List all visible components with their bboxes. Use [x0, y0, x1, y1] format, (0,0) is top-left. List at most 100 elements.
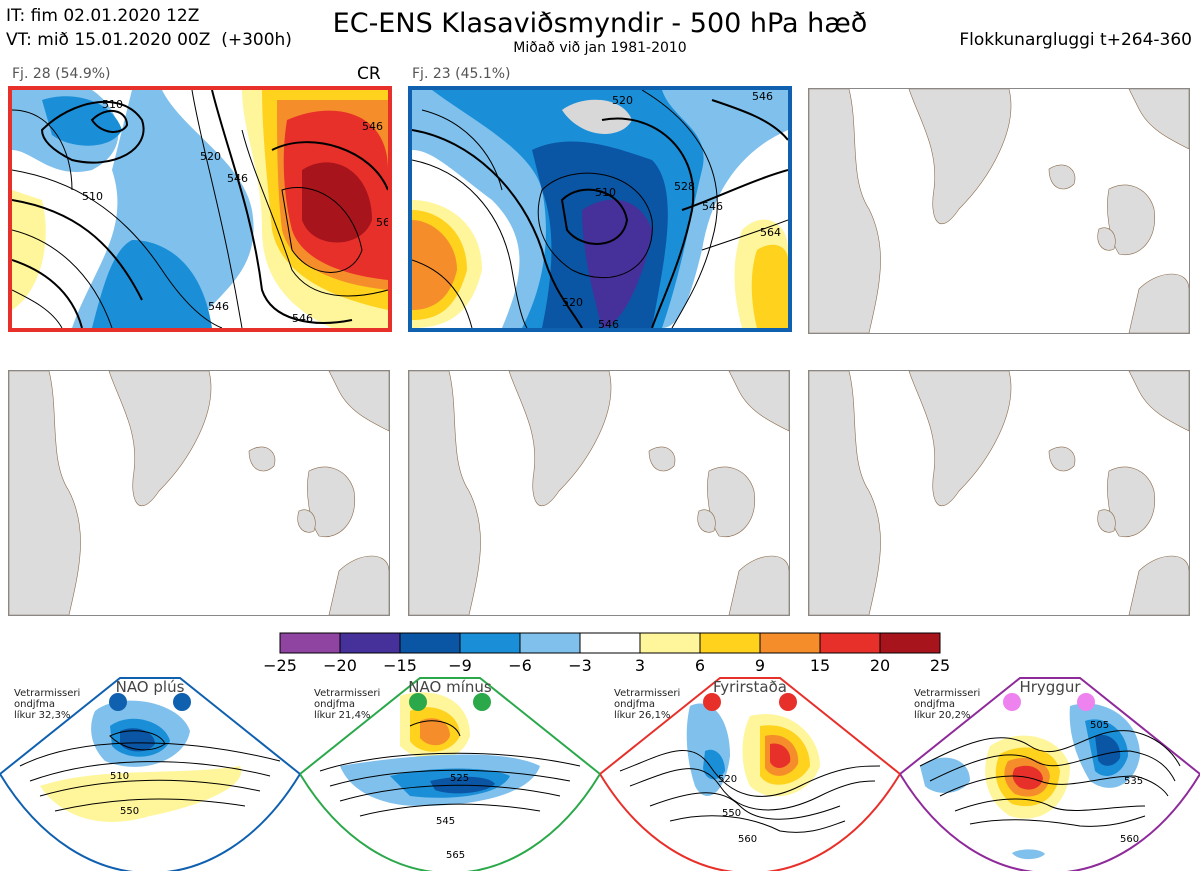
land-shape — [1107, 184, 1156, 256]
land-shape — [809, 371, 881, 615]
contour-label: 546 — [362, 120, 383, 133]
regime-note: Vetrarmisseri ondjfma líkur 26,1% — [614, 688, 681, 721]
contour-label: 546 — [208, 300, 229, 313]
colorbar-cell — [519, 632, 581, 654]
colorbar-tick-label: −20 — [323, 656, 357, 675]
contour-label: 510 — [595, 186, 616, 199]
empty-map-5 — [408, 370, 790, 616]
empty-map-3 — [808, 88, 1190, 334]
colorbar-cell — [819, 632, 881, 654]
colorbar-cell — [399, 632, 461, 654]
land-shape — [409, 371, 481, 615]
page-title: EC-ENS Klasaviðsmyndir - 500 hPa hæð — [332, 8, 868, 39]
colorbar-tick-label: −25 — [263, 656, 297, 675]
contour-label: 546 — [752, 90, 773, 103]
colorbar-tick-label: 6 — [694, 656, 706, 675]
valid-time: VT: mið 15.01.2020 00Z (+300h) — [6, 30, 292, 50]
contour-label: 550 — [120, 806, 139, 817]
contour-label: 520 — [562, 296, 583, 309]
land-shape — [728, 555, 789, 615]
land-shape — [908, 89, 1012, 224]
land-shape — [908, 371, 1012, 506]
land-shape — [648, 446, 676, 472]
land-shape — [508, 371, 612, 506]
colorbar-cell — [459, 632, 521, 654]
cluster-1-regime: CR — [357, 64, 381, 84]
colorbar-cell — [639, 632, 701, 654]
regime-blocking: 520 550 560 Fyrirstaða Vetrarmisseri ondj… — [598, 656, 902, 874]
land-shape — [108, 371, 212, 506]
regime-title: NAO plús — [115, 678, 185, 696]
contour-label: 564 — [760, 226, 781, 239]
contour-label: 546 — [702, 200, 723, 213]
colorbar-cell — [279, 632, 341, 654]
land-shape — [1128, 371, 1189, 432]
contour-label: 546 — [292, 312, 313, 325]
contour-label: 525 — [450, 773, 469, 784]
empty-map-4 — [8, 370, 390, 616]
land-shape — [1107, 466, 1156, 538]
land-shape — [307, 466, 356, 538]
contour-label: 510 — [102, 98, 123, 111]
regime-nao-plus: 510 550 NAO plús Vetrarmisseri ondjfma lík… — [0, 656, 302, 874]
land-shape — [1048, 164, 1076, 190]
land-shape — [1128, 89, 1189, 150]
empty-map-6 — [808, 370, 1190, 616]
contour-label: 560 — [738, 834, 757, 845]
contour-label: 545 — [436, 816, 455, 827]
regime-note: Vetrarmisseri ondjfma líkur 32,3% — [14, 688, 81, 721]
land-shape — [1048, 446, 1076, 472]
contour-label: 528 — [674, 180, 695, 193]
regime-note: Vetrarmisseri ondjfma líkur 21,4% — [314, 688, 381, 721]
colorbar-cell — [339, 632, 401, 654]
land-shape — [9, 371, 81, 615]
regime-title: NAO mínus — [408, 678, 492, 696]
run-info: IT: fim 02.01.2020 12Z VT: mið 15.01.2020… — [6, 4, 292, 52]
colorbar-cell — [699, 632, 761, 654]
colorbar-tick-label: −6 — [508, 656, 532, 675]
contour-label: 510 — [110, 771, 129, 782]
colorbar-tick-label: −15 — [383, 656, 417, 675]
land-shape — [1128, 555, 1189, 615]
land-shape — [248, 446, 276, 472]
colorbar — [279, 632, 941, 654]
contour-label: 564 — [376, 216, 388, 229]
colorbar-tick-label: 25 — [929, 656, 951, 675]
regime-title: Hryggur — [1019, 678, 1081, 696]
contour-label: 546 — [598, 318, 619, 328]
contour-label: 535 — [1124, 776, 1143, 787]
page-subtitle: Miðað við jan 1981-2010 — [513, 40, 687, 56]
regime-ridge: 505 535 560 Hryggur Vetrarmisseri ondjfma… — [898, 656, 1200, 874]
contour-label: 520 — [612, 94, 633, 107]
colorbar-tick-label: 9 — [754, 656, 766, 675]
contour-label: 520 — [200, 150, 221, 163]
cluster-2-label: Fj. 23 (45.1%) — [412, 66, 511, 82]
colorbar-tick-label: 3 — [634, 656, 646, 675]
cluster-map-2: 510 520 528 546 564 546 520 546 — [408, 86, 792, 332]
contour-label: 520 — [718, 774, 737, 785]
colorbar-tick-label: 20 — [869, 656, 891, 675]
colorbar-cell — [879, 632, 941, 654]
colorbar-cell — [579, 632, 641, 654]
contour-label: 546 — [227, 172, 248, 185]
classification-window: Flokkunargluggi t+264-360 — [959, 30, 1192, 50]
init-time: IT: fim 02.01.2020 12Z — [6, 6, 200, 26]
colorbar-tick-label: −3 — [568, 656, 592, 675]
contour-label: 505 — [1090, 720, 1109, 731]
land-shape — [1097, 227, 1116, 251]
land-shape — [1097, 509, 1116, 533]
contour-label: 560 — [1120, 834, 1139, 845]
land-shape — [728, 371, 789, 432]
contour-label: 565 — [446, 850, 465, 861]
land-shape — [1128, 273, 1189, 333]
land-shape — [707, 466, 756, 538]
land-shape — [328, 555, 389, 615]
regime-nao-minus: 525 545 565 NAO mínus Vetrarmisseri ondjf… — [298, 656, 602, 874]
cluster-map-1: 510 520 546 546 564 546 546 510 — [8, 86, 392, 332]
land-shape — [297, 509, 316, 533]
contour-label: 510 — [82, 190, 103, 203]
contour-label: 550 — [722, 808, 741, 819]
regime-title: Fyrirstaða — [713, 678, 787, 696]
land-shape — [809, 89, 881, 333]
land-shape — [697, 509, 716, 533]
